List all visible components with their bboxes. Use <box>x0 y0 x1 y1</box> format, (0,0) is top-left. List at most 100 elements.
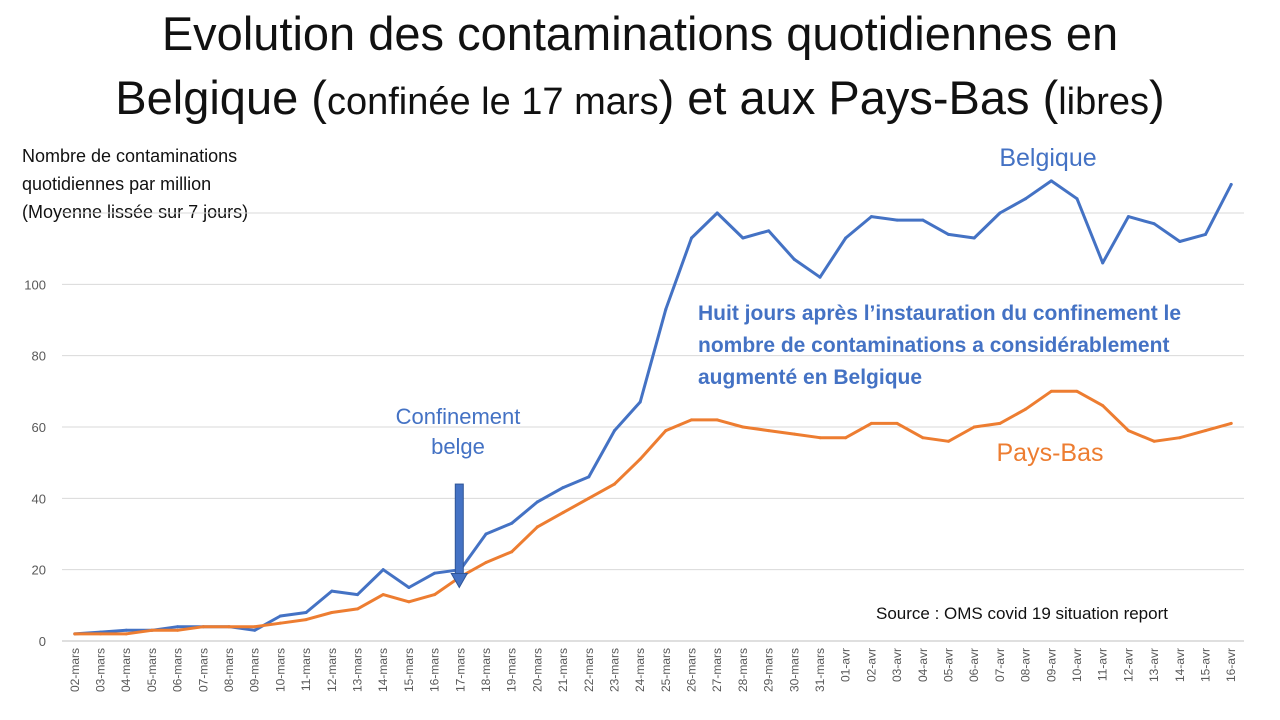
data-point-pays-bas <box>227 625 231 629</box>
data-point-pays-bas <box>998 421 1002 425</box>
data-point-belgique <box>972 236 976 240</box>
y-tick-label: 100 <box>24 277 46 292</box>
data-point-pays-bas <box>947 439 950 443</box>
data-point-pays-bas <box>253 625 257 629</box>
x-tick-label: 02-mars <box>68 648 82 692</box>
data-point-pays-bas <box>407 600 411 604</box>
data-point-belgique <box>818 275 822 279</box>
data-point-pays-bas <box>99 632 103 636</box>
data-point-belgique <box>304 610 308 614</box>
y-axis-label-line: (Moyenne lissée sur 7 jours) <box>22 202 249 222</box>
data-point-pays-bas <box>792 432 796 436</box>
data-point-pays-bas <box>201 625 205 629</box>
data-point-pays-bas <box>150 628 154 632</box>
title-line-2: Belgique (confinée le 17 mars) et aux Pa… <box>115 71 1165 124</box>
y-tick-label: 60 <box>32 420 46 435</box>
data-point-pays-bas <box>1126 429 1130 433</box>
data-point-pays-bas <box>664 429 668 433</box>
data-point-pays-bas <box>561 511 565 515</box>
data-point-pays-bas <box>1101 404 1105 408</box>
data-point-belgique <box>921 218 925 222</box>
x-tick-label: 17-mars <box>453 648 467 692</box>
data-point-belgique <box>407 586 411 589</box>
data-point-belgique <box>741 236 745 240</box>
data-point-belgique <box>998 211 1002 215</box>
x-tick-label: 02-avr <box>864 648 878 682</box>
data-point-pays-bas <box>1152 439 1156 443</box>
y-axis-label: Nombre de contaminations quotidiennes pa… <box>22 142 322 226</box>
y-tick-label: 80 <box>32 349 46 364</box>
x-tick-label: 05-avr <box>942 648 956 682</box>
series-line-pays-bas <box>73 389 1233 636</box>
data-point-pays-bas <box>330 610 334 614</box>
x-tick-label: 20-mars <box>530 648 544 692</box>
y-tick-label: 40 <box>32 491 46 506</box>
x-tick-label: 30-mars <box>787 648 801 692</box>
x-tick-label: 14-mars <box>376 648 390 692</box>
x-tick-label: 12-mars <box>325 648 339 692</box>
x-tick-label: 01-avr <box>839 648 853 682</box>
data-point-belgique <box>381 568 385 572</box>
data-point-pays-bas <box>612 482 616 486</box>
data-point-belgique <box>124 628 128 632</box>
data-point-belgique <box>587 475 591 479</box>
data-point-pays-bas <box>587 496 591 500</box>
data-point-pays-bas <box>690 418 694 422</box>
data-point-pays-bas <box>535 525 539 529</box>
data-point-belgique <box>869 215 873 219</box>
data-point-belgique <box>947 232 950 236</box>
y-tick-label: 0 <box>39 634 46 649</box>
data-point-pays-bas <box>73 632 77 636</box>
data-point-pays-bas <box>304 618 308 622</box>
data-point-belgique <box>844 236 848 240</box>
x-tick-label: 29-mars <box>762 648 776 692</box>
x-tick-label: 23-mars <box>607 648 621 692</box>
data-point-pays-bas <box>741 425 745 429</box>
data-point-belgique <box>535 500 539 504</box>
y-axis-label-line: quotidiennes par million <box>22 174 212 194</box>
data-point-belgique <box>767 229 771 233</box>
data-point-belgique <box>690 236 694 240</box>
x-tick-label: 08-mars <box>222 648 236 692</box>
data-point-pays-bas <box>844 436 848 440</box>
y-tick-label: 20 <box>32 563 46 578</box>
x-tick-label: 06-avr <box>967 648 981 682</box>
data-point-pays-bas <box>356 607 359 611</box>
x-tick-label: 10-mars <box>273 648 287 692</box>
data-point-belgique <box>1024 197 1028 201</box>
x-tick-label: 28-mars <box>736 648 750 692</box>
data-point-pays-bas <box>638 457 642 461</box>
data-point-pays-bas <box>1178 436 1182 440</box>
confinement-label: Confinement belge <box>378 402 538 462</box>
y-axis-label-line: Nombre de contaminations <box>22 146 238 166</box>
data-point-pays-bas <box>1229 421 1233 425</box>
annotation-text: Huit jours après l’instauration du confi… <box>698 298 1258 394</box>
x-tick-label: 12-avr <box>1121 648 1135 682</box>
data-point-belgique <box>176 625 180 629</box>
x-tick-label: 31-mars <box>813 648 827 692</box>
confinement-arrow-icon <box>454 483 464 575</box>
data-point-pays-bas <box>972 425 976 429</box>
data-point-belgique <box>715 211 719 215</box>
data-point-pays-bas <box>715 418 719 422</box>
x-tick-label: 09-avr <box>1044 648 1058 682</box>
data-point-belgique <box>1126 215 1130 219</box>
data-point-belgique <box>510 521 514 525</box>
x-tick-label: 10-avr <box>1070 648 1084 682</box>
data-point-belgique <box>356 593 359 597</box>
confinement-label-line: belge <box>431 434 485 459</box>
series-label-pays-bas: Pays-Bas <box>997 439 1104 467</box>
data-point-belgique <box>1101 261 1105 265</box>
data-point-pays-bas <box>1075 389 1079 393</box>
x-tick-label: 13-mars <box>351 648 365 692</box>
data-point-belgique <box>253 628 257 632</box>
x-tick-label: 07-mars <box>196 648 210 692</box>
x-tick-label: 21-mars <box>556 648 570 692</box>
data-point-belgique <box>1049 179 1053 183</box>
x-tick-label: 08-avr <box>1019 648 1033 682</box>
x-tick-label: 04-mars <box>119 648 133 692</box>
x-tick-label: 14-avr <box>1173 648 1187 682</box>
data-point-pays-bas <box>895 421 899 425</box>
x-tick-label: 25-mars <box>659 648 673 692</box>
